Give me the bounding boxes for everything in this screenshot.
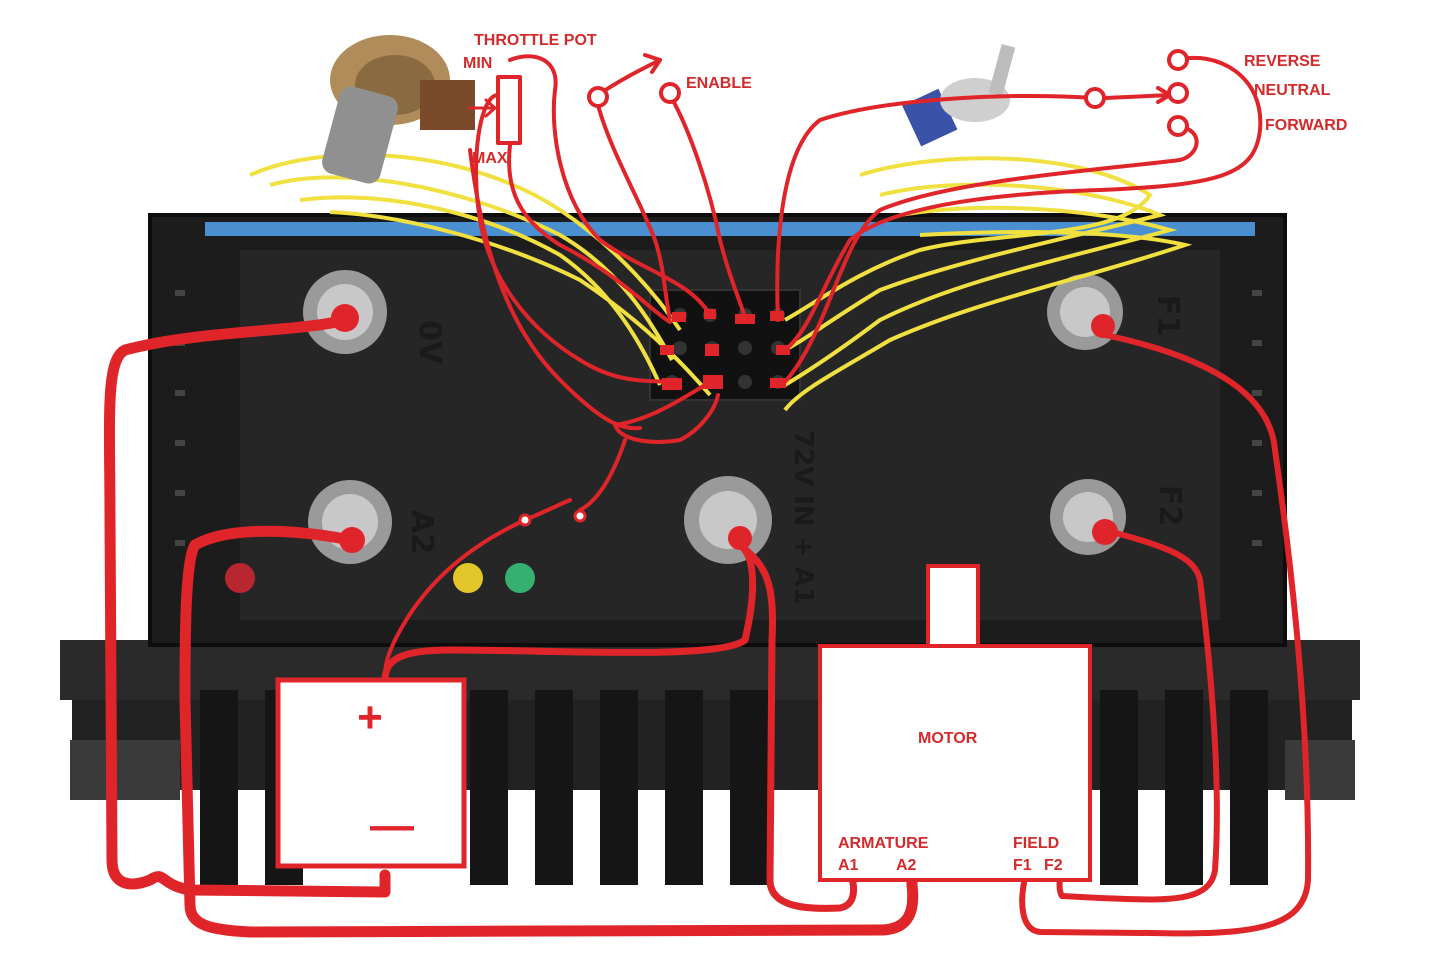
enable-contact-a (587, 86, 609, 108)
throttle-potentiometer (322, 35, 475, 184)
throttle-pot-wiper-arrow (468, 98, 497, 118)
keyswitch-contact-b (573, 509, 587, 523)
motor-a1-label: A1 (838, 857, 859, 874)
yellow-led (453, 563, 483, 593)
throttle-pot-label: THROTTLE POT (474, 32, 597, 49)
marking-f1: F1 (1150, 295, 1185, 336)
motor-label: MOTOR (918, 730, 978, 747)
marking-72v-in: 72V IN + A1 (788, 430, 818, 605)
marking-0v: 0V (412, 320, 447, 365)
field-label: FIELD (1013, 835, 1059, 852)
motor-f2-label: F2 (1044, 857, 1063, 874)
motor-f1-label: F1 (1013, 857, 1032, 874)
red-wiring-overlay (103, 49, 1312, 938)
red-led (225, 563, 255, 593)
direction-common-contact (1084, 87, 1106, 109)
battery: + — (275, 677, 467, 869)
terminal-f2 (1050, 479, 1126, 555)
battery-plus-sign: + (357, 693, 383, 742)
enable-contact-b (659, 82, 681, 104)
forward-contact (1167, 115, 1189, 137)
neutral-contact (1167, 82, 1189, 104)
motor-a2-label: A2 (896, 857, 917, 874)
marking-a2: A2 (404, 510, 439, 554)
neutral-label: NEUTRAL (1254, 82, 1331, 99)
forward-label: FORWARD (1265, 117, 1347, 134)
motor-body (818, 644, 1092, 882)
enable-label: ENABLE (686, 75, 752, 92)
marking-f2: F2 (1152, 485, 1187, 526)
connection-dots (331, 304, 1118, 553)
throttle-pot-resistor (496, 75, 522, 145)
armature-label: ARMATURE (838, 835, 929, 852)
green-led (505, 563, 535, 593)
motor-shaft (926, 564, 980, 648)
battery-minus-sign: — (370, 801, 414, 850)
terminal-a1 (684, 476, 772, 564)
reverse-contact (1167, 49, 1189, 71)
min-label: MIN (463, 55, 492, 72)
max-label: MAX (472, 150, 508, 167)
reverse-label: REVERSE (1244, 53, 1321, 70)
keyswitch-contact-a (518, 513, 532, 527)
motor (818, 564, 1092, 882)
